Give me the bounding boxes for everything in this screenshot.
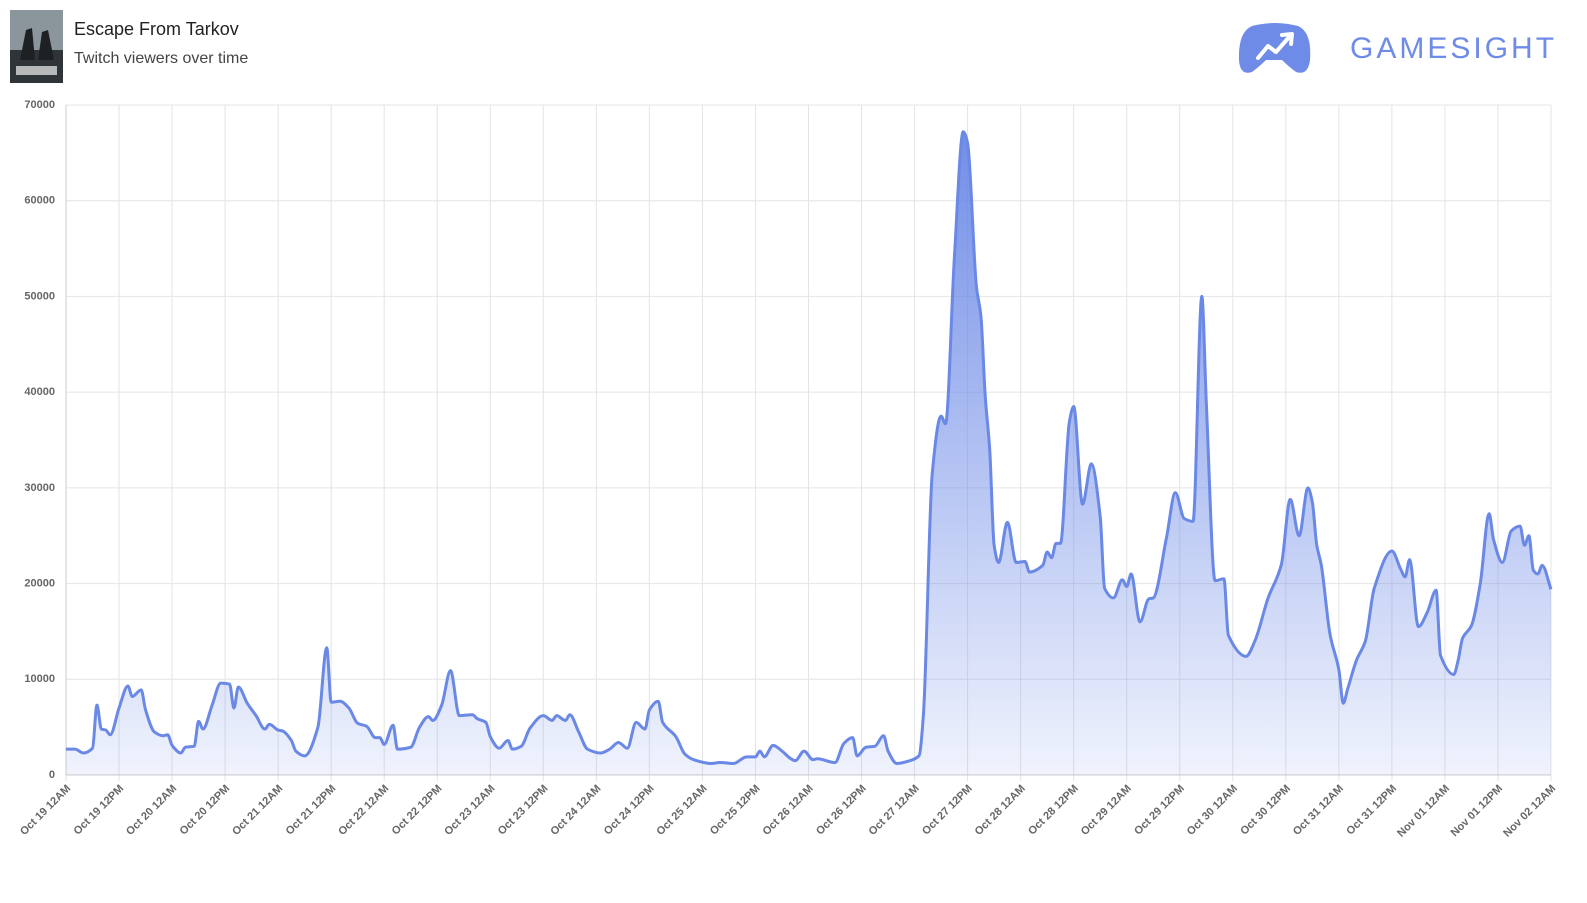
x-tick-label: Oct 23 12PM	[496, 783, 551, 838]
x-tick-label: Oct 27 12PM	[920, 783, 975, 838]
x-tick-label: Oct 29 12PM	[1132, 783, 1187, 838]
y-tick-label: 0	[49, 769, 55, 781]
x-tick-label: Oct 30 12PM	[1238, 783, 1293, 838]
x-tick-label: Oct 24 12PM	[602, 783, 657, 838]
x-tick-label: Nov 02 12AM	[1501, 783, 1558, 840]
title: Escape From Tarkov	[74, 19, 239, 39]
x-tick-label: Oct 23 12AM	[442, 783, 497, 838]
x-tick-label: Oct 21 12AM	[230, 783, 285, 838]
game-thumbnail	[10, 10, 63, 83]
x-tick-label: Oct 27 12AM	[867, 783, 922, 838]
x-tick-label: Nov 01 12AM	[1395, 783, 1452, 840]
x-tick-label: Oct 19 12AM	[18, 783, 73, 838]
y-tick-label: 50000	[24, 290, 55, 302]
y-tick-label: 70000	[24, 99, 55, 111]
series-line	[66, 130, 1553, 766]
x-tick-label: Oct 26 12PM	[814, 783, 869, 838]
x-tick-label: Oct 21 12PM	[284, 783, 339, 838]
x-tick-label: Oct 28 12PM	[1026, 783, 1081, 838]
x-tick-label: Oct 25 12PM	[708, 783, 763, 838]
x-tick-label: Oct 30 12AM	[1185, 783, 1240, 838]
subtitle: Twitch viewers over time	[74, 50, 248, 67]
x-tick-label: Oct 20 12PM	[178, 783, 233, 838]
x-tick-label: Oct 25 12AM	[654, 783, 709, 838]
y-tick-label: 20000	[24, 577, 55, 589]
x-tick-label: Oct 22 12AM	[336, 783, 391, 838]
x-tick-label: Oct 29 12AM	[1079, 783, 1134, 838]
x-tick-label: Oct 26 12AM	[760, 783, 815, 838]
y-tick-label: 30000	[24, 482, 55, 494]
y-tick-label: 40000	[24, 386, 55, 398]
x-tick-label: Nov 01 12PM	[1449, 783, 1505, 839]
x-tick-label: Oct 20 12AM	[124, 783, 179, 838]
brand-logo	[1238, 23, 1311, 73]
x-tick-label: Oct 22 12PM	[390, 783, 445, 838]
x-tick-label: Oct 24 12AM	[548, 783, 603, 838]
x-tick-label: Oct 31 12PM	[1344, 783, 1399, 838]
x-tick-label: Oct 19 12PM	[71, 783, 126, 838]
area-fill	[66, 131, 1551, 776]
y-tick-label: 60000	[24, 195, 55, 207]
brand-name: GAMESIGHT	[1350, 32, 1557, 65]
x-tick-label: Oct 28 12AM	[973, 783, 1028, 838]
x-tick-label: Oct 31 12AM	[1291, 783, 1346, 838]
y-tick-label: 10000	[24, 673, 55, 685]
